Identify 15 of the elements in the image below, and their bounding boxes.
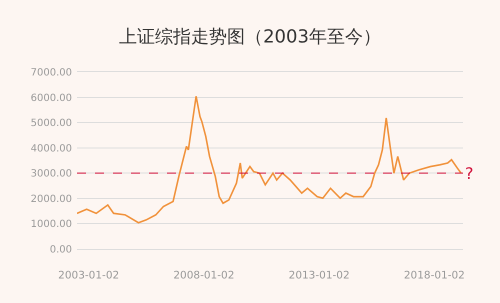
ref-line-label: ? (465, 164, 474, 183)
y-tick-label: 1000.00 (30, 219, 72, 230)
y-tick-label: 5000.00 (30, 118, 72, 130)
line-series (77, 95, 462, 224)
y-tick-label: 2000.00 (30, 194, 72, 205)
y-tick-label: 4000.00 (30, 143, 72, 154)
chart-title: 上证综指走势图（2003年至今） (119, 26, 381, 48)
y-tick-label: 6000.00 (30, 92, 72, 104)
x-tick-label: 2003-01-02 (58, 270, 120, 282)
x-tick-label: 2008-01-02 (173, 270, 234, 282)
x-tick-label: 2018-01-02 (404, 270, 465, 282)
y-tick-label: 7000.00 (30, 68, 72, 78)
y-tick-label: 0.00 (50, 244, 72, 256)
x-tick-label: 2013-01-02 (288, 270, 350, 282)
y-tick-label: 3000.00 (30, 168, 72, 180)
